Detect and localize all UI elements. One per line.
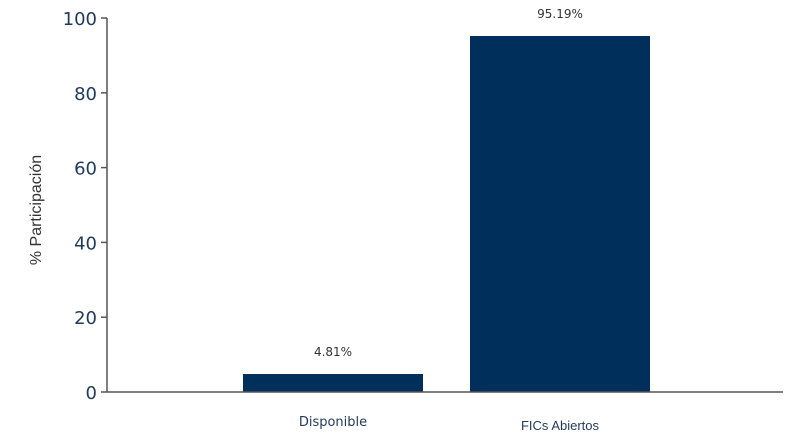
y-axis-title: % Participación [28,155,45,265]
bar-data-label: 4.81% [314,345,352,359]
x-category-label: Disponible [299,415,367,430]
bar [470,35,650,392]
bar-data-label: 95.19% [537,7,583,21]
y-tick-label: 0 [86,383,97,404]
y-axis: 0 20 40 60 80 100 [63,9,108,404]
y-tick-label: 20 [74,308,97,329]
bar [243,374,423,392]
x-axis: Disponible FICs Abiertos [107,391,783,433]
y-tick-label: 60 [74,159,97,180]
bars: 4.81% 95.19% [243,7,650,392]
x-category-label: FICs Abiertos [521,418,600,433]
y-tick-label: 40 [74,233,97,254]
y-tick-label: 100 [63,9,97,30]
y-tick-label: 80 [74,84,97,105]
